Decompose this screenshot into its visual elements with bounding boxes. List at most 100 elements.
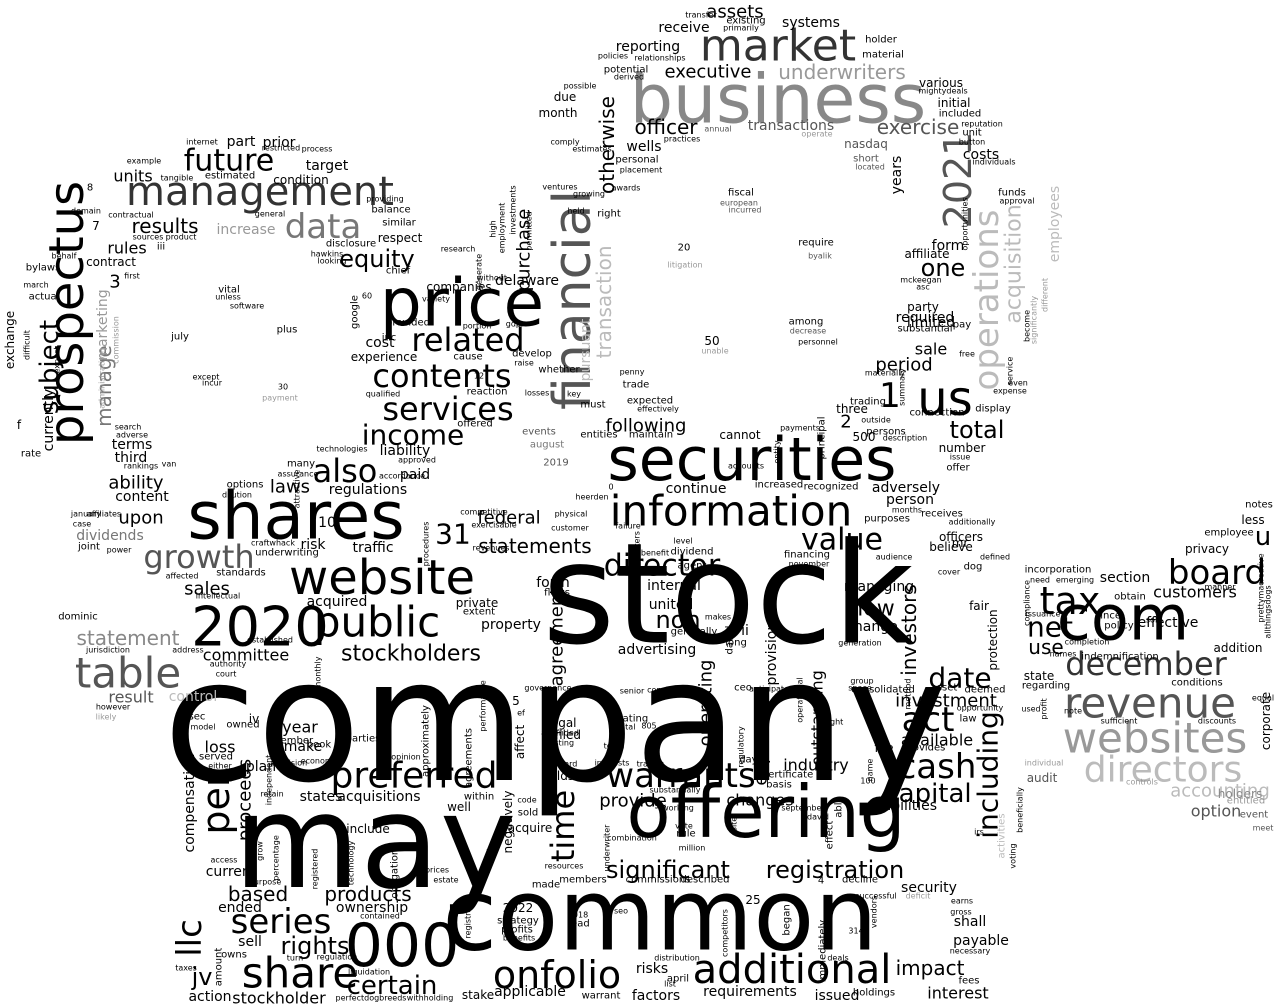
- word-fees: fees: [958, 976, 979, 987]
- word-november: november: [789, 560, 830, 569]
- word-likely: likely: [96, 713, 117, 722]
- word-executive: executive: [664, 62, 751, 83]
- word-raise: raise: [514, 359, 534, 368]
- word-individual: individual: [1025, 759, 1064, 768]
- word-growth: growth: [143, 538, 254, 576]
- word-held: held: [567, 207, 584, 216]
- word-economic: economic: [301, 757, 340, 766]
- word-site: site: [730, 817, 739, 832]
- word-technology: technology: [347, 841, 356, 886]
- word-rate: rate: [21, 449, 41, 460]
- word-date: date: [928, 662, 991, 695]
- word-opinion: opinion: [391, 753, 420, 762]
- word-qualified: qualified: [366, 390, 401, 399]
- word-successful: successful: [855, 892, 896, 901]
- word-equity: equity: [339, 245, 415, 273]
- word-team: team: [604, 742, 625, 751]
- word-stock: stock: [542, 514, 914, 677]
- word-additionally: additionally: [949, 518, 996, 527]
- word-days: days: [739, 755, 763, 766]
- word-completion: completion: [1065, 638, 1110, 647]
- word-comply: comply: [550, 138, 579, 147]
- word-u: u: [1255, 522, 1271, 552]
- word-options: options: [227, 480, 264, 491]
- word-price: price: [380, 265, 544, 342]
- word-amount: amount: [214, 948, 225, 987]
- word-operational: operational: [796, 677, 805, 723]
- word-states: states: [300, 789, 343, 805]
- word-gross: gross: [950, 908, 971, 917]
- word-pursuant: pursuant: [578, 318, 594, 381]
- word-25: 25: [745, 893, 760, 907]
- word-penny: penny: [620, 368, 645, 377]
- word-new: new: [849, 597, 894, 622]
- word-material: material: [862, 50, 904, 61]
- word-currently: currently: [41, 389, 57, 452]
- word-strategy: strategy: [497, 916, 539, 927]
- word-parties: parties: [346, 734, 381, 745]
- word-competitive: competitive: [460, 508, 508, 517]
- word-employee: employee: [1204, 528, 1253, 539]
- word-value: value: [801, 523, 883, 558]
- word-negatively: negatively: [501, 791, 515, 854]
- word-50: 50: [704, 334, 719, 348]
- word-taxes: taxes: [175, 964, 197, 973]
- word-form: form: [932, 238, 965, 254]
- word-growing: growing: [573, 190, 605, 199]
- word-provision: provision: [271, 759, 307, 768]
- word-names: names: [1050, 650, 1077, 659]
- word-established: established: [247, 636, 293, 645]
- word-april: april: [667, 974, 689, 985]
- word-websites: websites: [1063, 714, 1248, 763]
- word-flows: flows: [544, 588, 570, 599]
- word-governance: governance: [524, 684, 571, 693]
- word-4: 4: [818, 876, 824, 887]
- word-existing: existing: [726, 16, 765, 27]
- word-september: september: [781, 804, 825, 813]
- word-commissions: commissions: [626, 875, 691, 886]
- word-federal: federal: [477, 508, 540, 529]
- word-iii: iii: [157, 242, 165, 253]
- word-tangible: tangible: [161, 174, 194, 183]
- word-performance: performance: [479, 680, 488, 731]
- word-portion: portion: [463, 322, 492, 331]
- word-display: display: [975, 404, 1011, 415]
- word-high: high: [489, 220, 498, 237]
- word-space: space: [848, 684, 872, 693]
- word-requirements: requirements: [703, 984, 797, 1000]
- word-product: product: [166, 233, 197, 242]
- word-expect: expect: [53, 346, 62, 373]
- word-series: series: [231, 902, 332, 942]
- word-funds: funds: [998, 188, 1026, 199]
- word-financial: financial: [543, 190, 603, 410]
- word-jurisdiction: jurisdiction: [85, 646, 130, 655]
- word-deals: deals: [827, 954, 848, 963]
- word-experience: experience: [351, 350, 418, 364]
- word-dividends: dividends: [76, 528, 144, 544]
- word-costs: costs: [963, 147, 999, 163]
- word-purposes: purposes: [864, 514, 910, 525]
- word-address: address: [172, 646, 203, 655]
- word-litigation: litigation: [667, 261, 702, 270]
- word-physical: physical: [555, 510, 588, 519]
- word-benefits: benefits: [503, 934, 535, 943]
- word-affected: affected: [166, 572, 199, 581]
- word-maintain: maintain: [629, 430, 673, 441]
- word-assets: assets: [706, 2, 763, 23]
- word-necessary: necessary: [950, 947, 991, 956]
- word-recognized: recognized: [804, 482, 859, 493]
- word-table: table: [75, 649, 181, 698]
- word-among: among: [789, 317, 824, 328]
- word-substantial: substantial: [897, 324, 952, 335]
- word-incurred: incurred: [728, 206, 761, 215]
- word-incorporation: incorporation: [1025, 565, 1092, 576]
- word-offered: offered: [457, 419, 493, 430]
- word-wells: wells: [626, 139, 661, 155]
- word-12: 12: [474, 372, 484, 381]
- word-including: including: [972, 711, 1005, 839]
- word-effective: effective: [1138, 615, 1199, 631]
- word-obligations: obligations: [390, 844, 401, 899]
- word-upon: upon: [118, 508, 163, 529]
- word-described: described: [681, 875, 730, 886]
- word-free: free: [959, 350, 975, 359]
